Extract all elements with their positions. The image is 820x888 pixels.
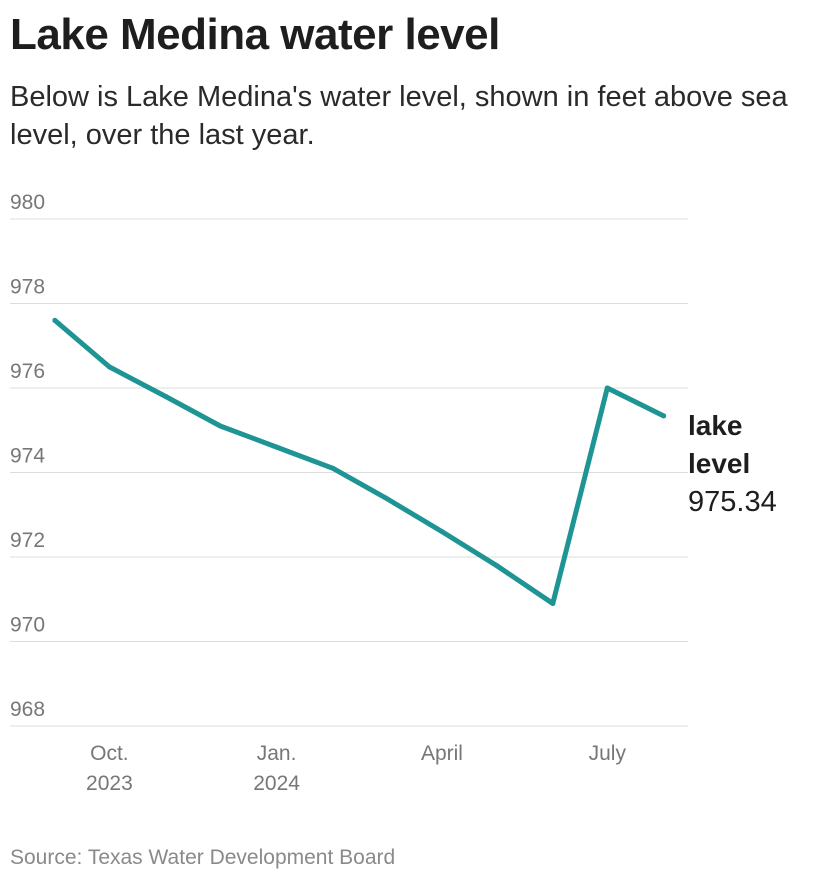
end-label-series-name: lake [688, 410, 743, 441]
y-tick-label: 978 [10, 276, 45, 299]
series-point [274, 444, 280, 450]
end-label-value: 975.34 [688, 486, 777, 518]
end-label: lake level 975.34 [688, 410, 777, 518]
chart-title: Lake Medina water level [10, 10, 500, 59]
end-label-series-name: level [688, 448, 750, 479]
chart-subtitle: Below is Lake Medina's water level, show… [10, 81, 788, 151]
y-tick-label: 972 [10, 529, 45, 552]
line-chart: 980 978 976 974 972 970 968 Oct. 2023 Jan. 2024 Ap… [10, 191, 777, 795]
y-tick-label: 968 [10, 698, 45, 721]
series-point [550, 600, 556, 606]
series-point [383, 495, 389, 501]
source-note: Source: Texas Water Development Board [10, 846, 396, 869]
series-point [330, 465, 336, 471]
series-point [493, 562, 499, 568]
y-tick-label: 980 [10, 191, 45, 214]
x-tick-labels: Oct. 2023 Jan. 2024 April July [86, 742, 626, 795]
series-points [52, 317, 667, 606]
series-point [604, 385, 610, 391]
series-point [661, 413, 667, 419]
series-point [106, 364, 112, 370]
y-tick-label: 970 [10, 614, 45, 637]
series-point [52, 317, 58, 323]
x-tick-label: Jan. 2024 [253, 742, 300, 795]
x-tick-label: Oct. 2023 [86, 742, 133, 795]
series-point [217, 423, 223, 429]
x-tick-label: July [589, 742, 627, 765]
x-tick-label: April [421, 742, 463, 765]
y-tick-labels: 980 978 976 974 972 970 968 [10, 191, 45, 721]
y-gridlines [10, 218, 688, 727]
series-point [439, 529, 445, 535]
series-point [163, 393, 169, 399]
lake-level-series-line [52, 317, 667, 606]
y-tick-label: 974 [10, 445, 45, 468]
y-tick-label: 976 [10, 360, 45, 383]
